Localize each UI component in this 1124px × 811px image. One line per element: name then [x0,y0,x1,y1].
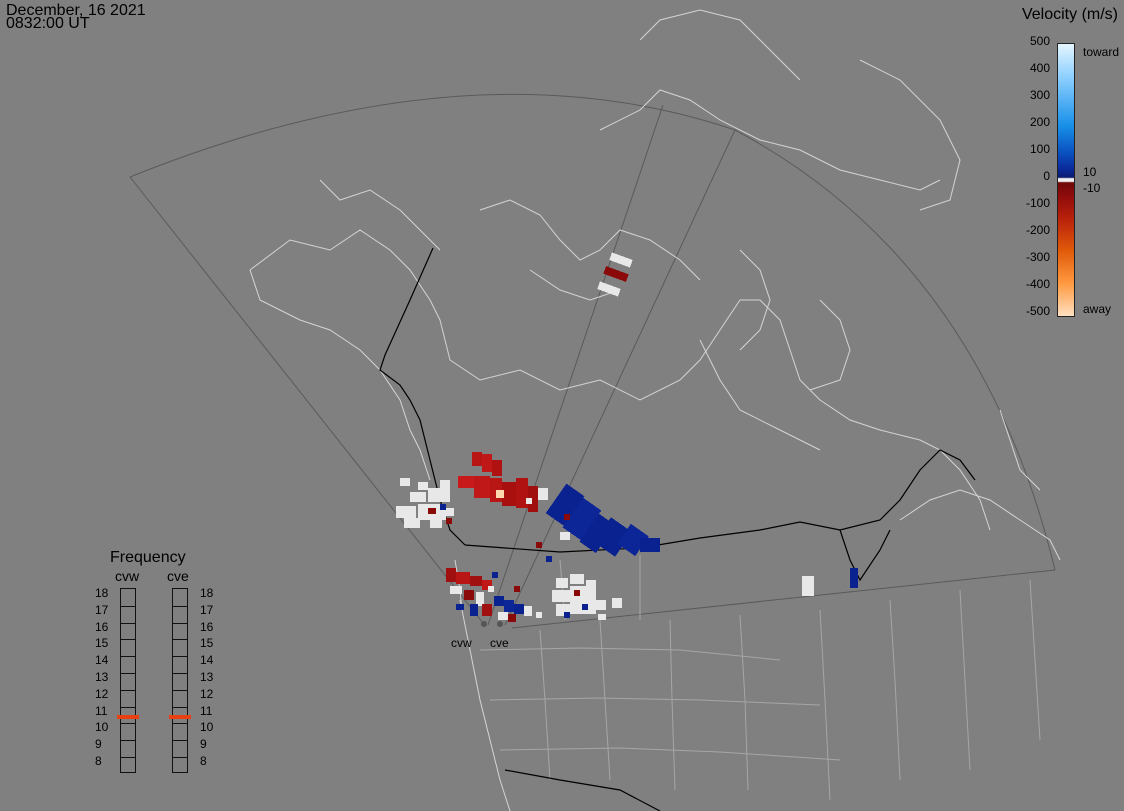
frequency-gridline [173,723,187,725]
frequency-level-label: 17 [200,602,214,617]
frequency-gridline [121,622,135,624]
coastlines [249,9,1061,811]
frequency-level-label: 8 [200,754,207,768]
frequency-level-label: 9 [95,737,102,752]
frequency-level-label: 16 [200,619,214,634]
frequency-level-label: 14 [200,653,214,668]
frequency-level-label: 14 [95,653,109,668]
frequency-gridline [121,689,135,691]
frequency-gridline [121,757,135,758]
frequency-level-label: 10 [200,720,214,735]
frequency-level-label: 13 [95,670,109,684]
frequency-header-cvw: cvw [115,568,140,584]
radar-label-cvw: cvw [451,636,472,650]
frequency-gridline [121,605,135,607]
colorbar-tick-label: -200 [1025,223,1050,237]
radar-label-cve: cve [490,636,509,650]
frequency-gridline [173,689,187,691]
frequency-level-label: 15 [200,636,214,651]
frequency-level-label: 17 [95,602,109,617]
scatter-cells [396,252,858,622]
state-boundaries [479,555,1041,801]
frequency-box-cve [169,588,191,773]
frequency-level-label: 8 [95,754,102,768]
frequency-gridline [121,706,135,708]
frequency-level-label: 11 [200,703,213,718]
frequency-gridline [173,622,187,624]
frequency-gridline [121,656,135,658]
frequency-gridline [173,639,187,641]
frequency-level-label: 18 [200,586,214,600]
colorbar-tick-label: 100 [1029,142,1050,156]
colorbar-gate-neg-label: -10 [1083,181,1101,195]
frequency-title: Frequency [110,549,186,566]
colorbar-tick-label: 0 [1043,169,1050,183]
frequency-level-label: 18 [95,586,109,600]
colorbar-away-label: away [1083,302,1112,316]
colorbar-tick-label: 300 [1029,88,1050,102]
frequency-level-label: 12 [200,686,214,701]
frequency-level-label: 16 [95,619,109,634]
colorbar-title: Velocity (m/s) [1021,6,1118,23]
colorbar-tick-label: -500 [1025,304,1050,318]
frequency-level-label: 10 [95,720,109,735]
frequency-header-cve: cve [167,568,189,584]
frequency-level-label: 11 [95,703,108,718]
frequency-gridline [173,757,187,758]
date-label: December, 16 2021 [6,2,146,19]
velocity-colorbar [1057,43,1075,317]
frequency-box-cvw [117,588,139,773]
frequency-gridline [173,706,187,708]
frequency-marker [169,714,191,719]
frequency-gridline [121,639,135,641]
colorbar-tick-label: -300 [1025,250,1050,264]
frequency-gridline [121,723,135,725]
frequency-gridline [173,605,187,607]
colorbar-tick-label: -400 [1025,277,1050,291]
colorbar-tick-label: 400 [1029,61,1050,75]
frequency-gridline [121,673,135,674]
frequency-gridline [173,673,187,674]
colorbar-toward-label: toward [1083,45,1120,59]
frequency-level-label: 9 [200,737,207,752]
time-label: 0832:00 UT [6,15,90,32]
frequency-level-label: 15 [95,636,109,651]
colorbar-tick-label: -100 [1025,196,1050,210]
field-of-view [129,93,1056,629]
radar-sites [481,621,503,627]
country-borders [379,247,976,811]
colorbar-tick-label: 200 [1029,115,1050,129]
frequency-gridline [121,740,135,742]
colorbar-tick-label: 500 [1029,34,1050,48]
frequency-gridline [173,656,187,658]
frequency-gridline [173,740,187,742]
frequency-level-label: 13 [200,670,214,684]
frequency-marker [117,714,139,719]
colorbar-gate-pos-label: 10 [1083,165,1097,179]
frequency-level-label: 12 [95,686,109,701]
